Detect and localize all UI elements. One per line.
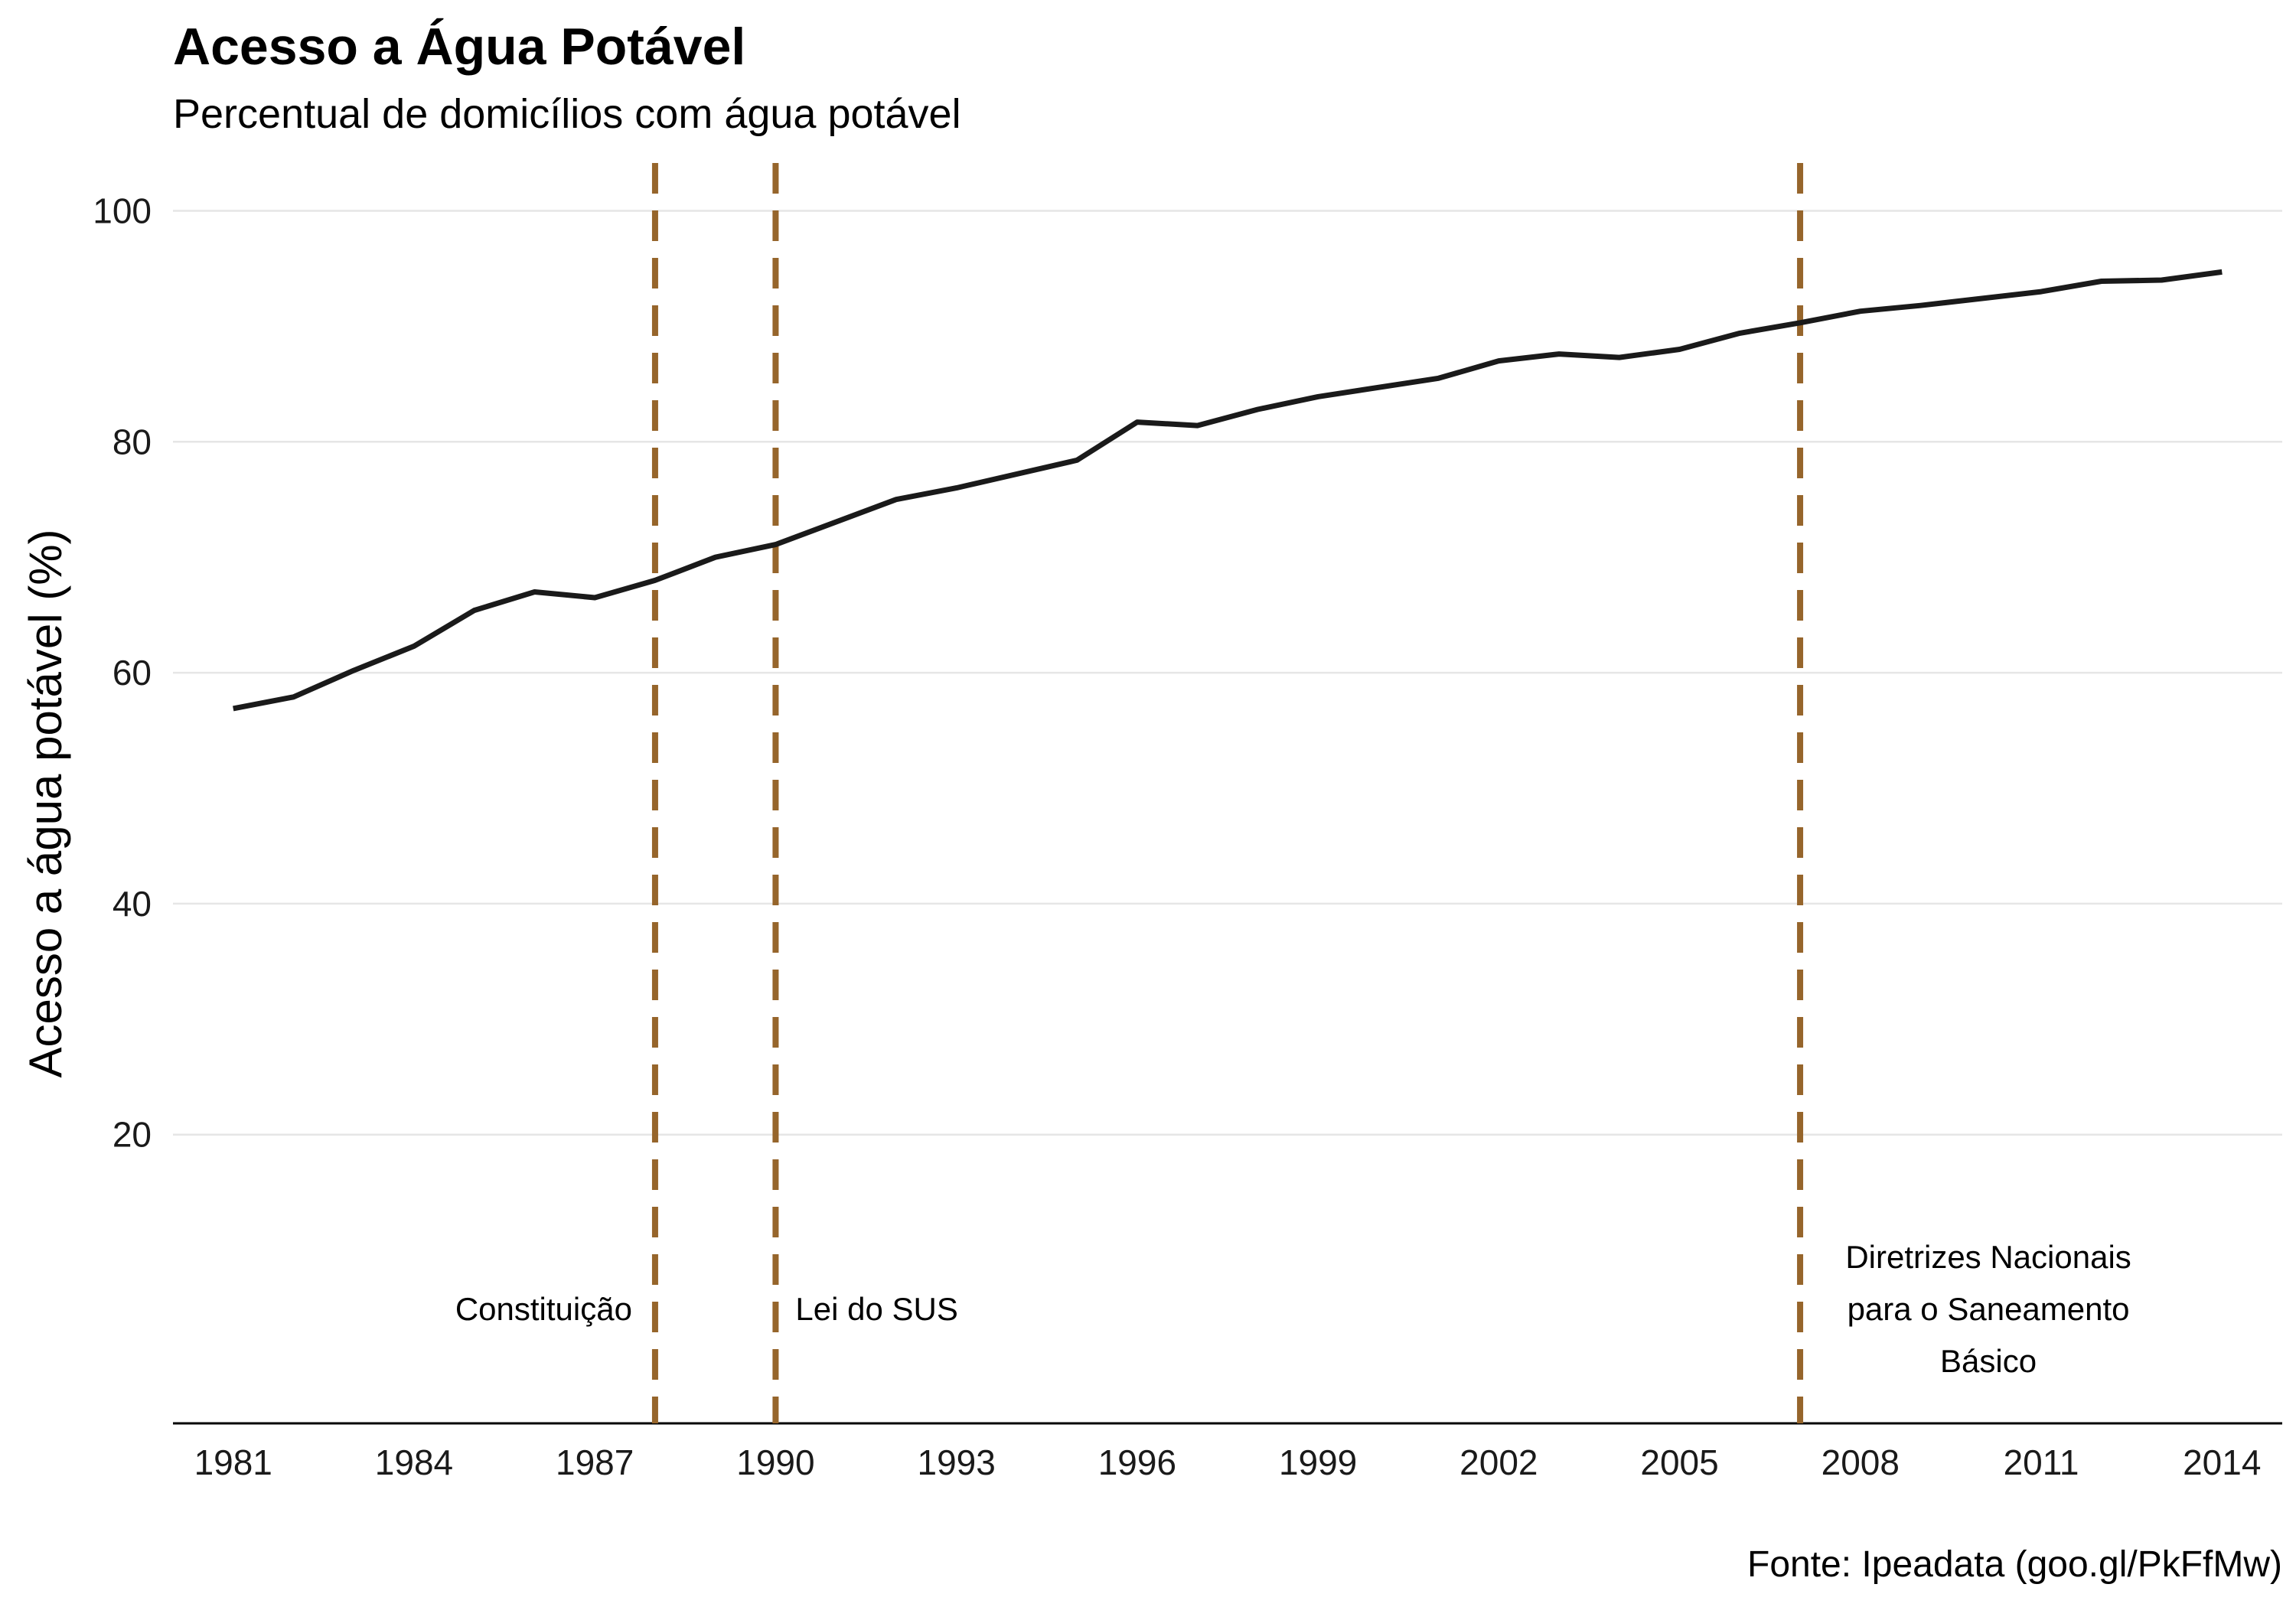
y-tick-label-100: 100	[93, 191, 152, 230]
y-tick-label-80: 80	[113, 422, 152, 461]
annotation-label-2007-0: Diretrizes Nacionais	[1845, 1239, 2131, 1275]
annotation-label-2007-2: Básico	[1940, 1343, 2037, 1379]
y-axis-title: Acesso a água potável (%)	[20, 529, 71, 1077]
event-markers	[651, 163, 1804, 1423]
x-tick-label-1984: 1984	[375, 1442, 453, 1482]
x-tick-label-2002: 2002	[1459, 1442, 1538, 1482]
x-tick-label-1993: 1993	[917, 1442, 995, 1482]
y-tick-label-40: 40	[113, 884, 152, 924]
x-tick-label-2011: 2011	[2004, 1442, 2079, 1482]
x-tick-label-2008: 2008	[1821, 1442, 1900, 1482]
x-tick-label-1999: 1999	[1279, 1442, 1357, 1482]
chart-subtitle: Percentual de domicílios com água potáve…	[173, 91, 961, 137]
series-line-0	[233, 269, 2223, 712]
y-tick-label-60: 60	[113, 653, 152, 693]
annotation-label-1990-0: Lei do SUS	[795, 1291, 957, 1327]
x-axis: 1981 1984 1987 1990 1993 1996 1999 2002 2005 2008…	[173, 1422, 2282, 1482]
x-tick-label-1996: 1996	[1098, 1442, 1176, 1482]
series-layer	[233, 269, 2223, 712]
x-tick-label-1987: 1987	[556, 1442, 634, 1482]
event-annotations: Constituição Lei do SUS Diretrizes Naciona…	[455, 1239, 2131, 1379]
chart-title: Acesso a Água Potável	[173, 18, 746, 76]
chart-caption: Fonte: Ipeadata (goo.gl/PkFfMw)	[1747, 1544, 2282, 1585]
annotation-label-1988-0: Constituição	[455, 1291, 632, 1327]
annotation-label-2007-1: para o Saneamento	[1848, 1291, 2130, 1327]
x-tick-label-1981: 1981	[194, 1442, 272, 1482]
x-tick-label-2014: 2014	[2183, 1442, 2261, 1482]
gridlines	[173, 210, 2282, 1136]
y-tick-label-20: 20	[113, 1115, 152, 1155]
y-axis-ticks: 20 40 60 80 100	[93, 191, 152, 1154]
x-tick-label-2005: 2005	[1640, 1442, 1718, 1482]
x-tick-label-1990: 1990	[736, 1442, 814, 1482]
